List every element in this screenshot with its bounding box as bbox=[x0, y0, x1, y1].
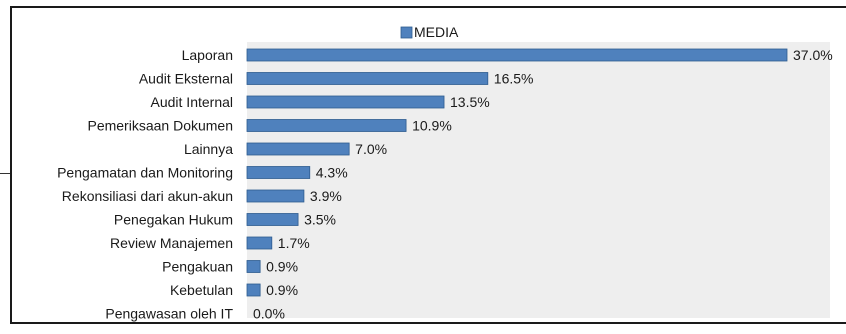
bar bbox=[246, 119, 407, 132]
bar bbox=[246, 236, 273, 250]
plot-area bbox=[247, 42, 830, 318]
data-label: 37.0% bbox=[793, 47, 833, 63]
data-label: 3.9% bbox=[310, 188, 342, 204]
bar bbox=[246, 189, 305, 203]
category-label: Audit Internal bbox=[151, 94, 234, 110]
data-label: 1.7% bbox=[278, 235, 310, 251]
category-label: Laporan bbox=[182, 47, 233, 63]
legend-label-media: MEDIA bbox=[414, 24, 459, 40]
category-label: Pengawasan oleh IT bbox=[105, 306, 233, 322]
bar bbox=[246, 48, 788, 62]
category-label: Penegakan Hukum bbox=[114, 212, 233, 228]
data-label: 0.9% bbox=[266, 282, 298, 298]
data-label: 16.5% bbox=[494, 71, 534, 87]
data-label: 0.9% bbox=[266, 259, 298, 275]
data-label: 13.5% bbox=[450, 94, 490, 110]
bar bbox=[246, 72, 489, 85]
bar bbox=[246, 283, 261, 297]
category-label: Pengakuan bbox=[162, 259, 233, 275]
category-label: Review Manajemen bbox=[110, 235, 233, 251]
legend: MEDIA bbox=[400, 24, 459, 40]
bar bbox=[246, 260, 261, 273]
data-label: 3.5% bbox=[304, 212, 336, 228]
category-label: Audit Eksternal bbox=[139, 71, 233, 87]
bars-group: Laporan 37.0% Audit Eksternal 16.5% Audit In… bbox=[57, 47, 833, 322]
legend-swatch-media bbox=[400, 26, 413, 39]
category-label: Rekonsiliasi dari akun-akun bbox=[62, 188, 233, 204]
category-label: Lainnya bbox=[184, 141, 233, 157]
bar bbox=[246, 95, 445, 109]
category-label: Kebetulan bbox=[170, 282, 233, 298]
bar bbox=[246, 213, 299, 226]
category-label: Pemeriksaan Dokumen bbox=[87, 118, 233, 134]
category-label: Pengamatan dan Monitoring bbox=[57, 165, 233, 181]
bar bbox=[246, 166, 311, 179]
data-label: 0.0% bbox=[253, 306, 285, 322]
data-label: 4.3% bbox=[316, 165, 348, 181]
left-edge-mark bbox=[0, 173, 10, 174]
bar bbox=[246, 142, 350, 156]
data-label: 10.9% bbox=[412, 118, 452, 134]
data-label: 7.0% bbox=[355, 141, 387, 157]
